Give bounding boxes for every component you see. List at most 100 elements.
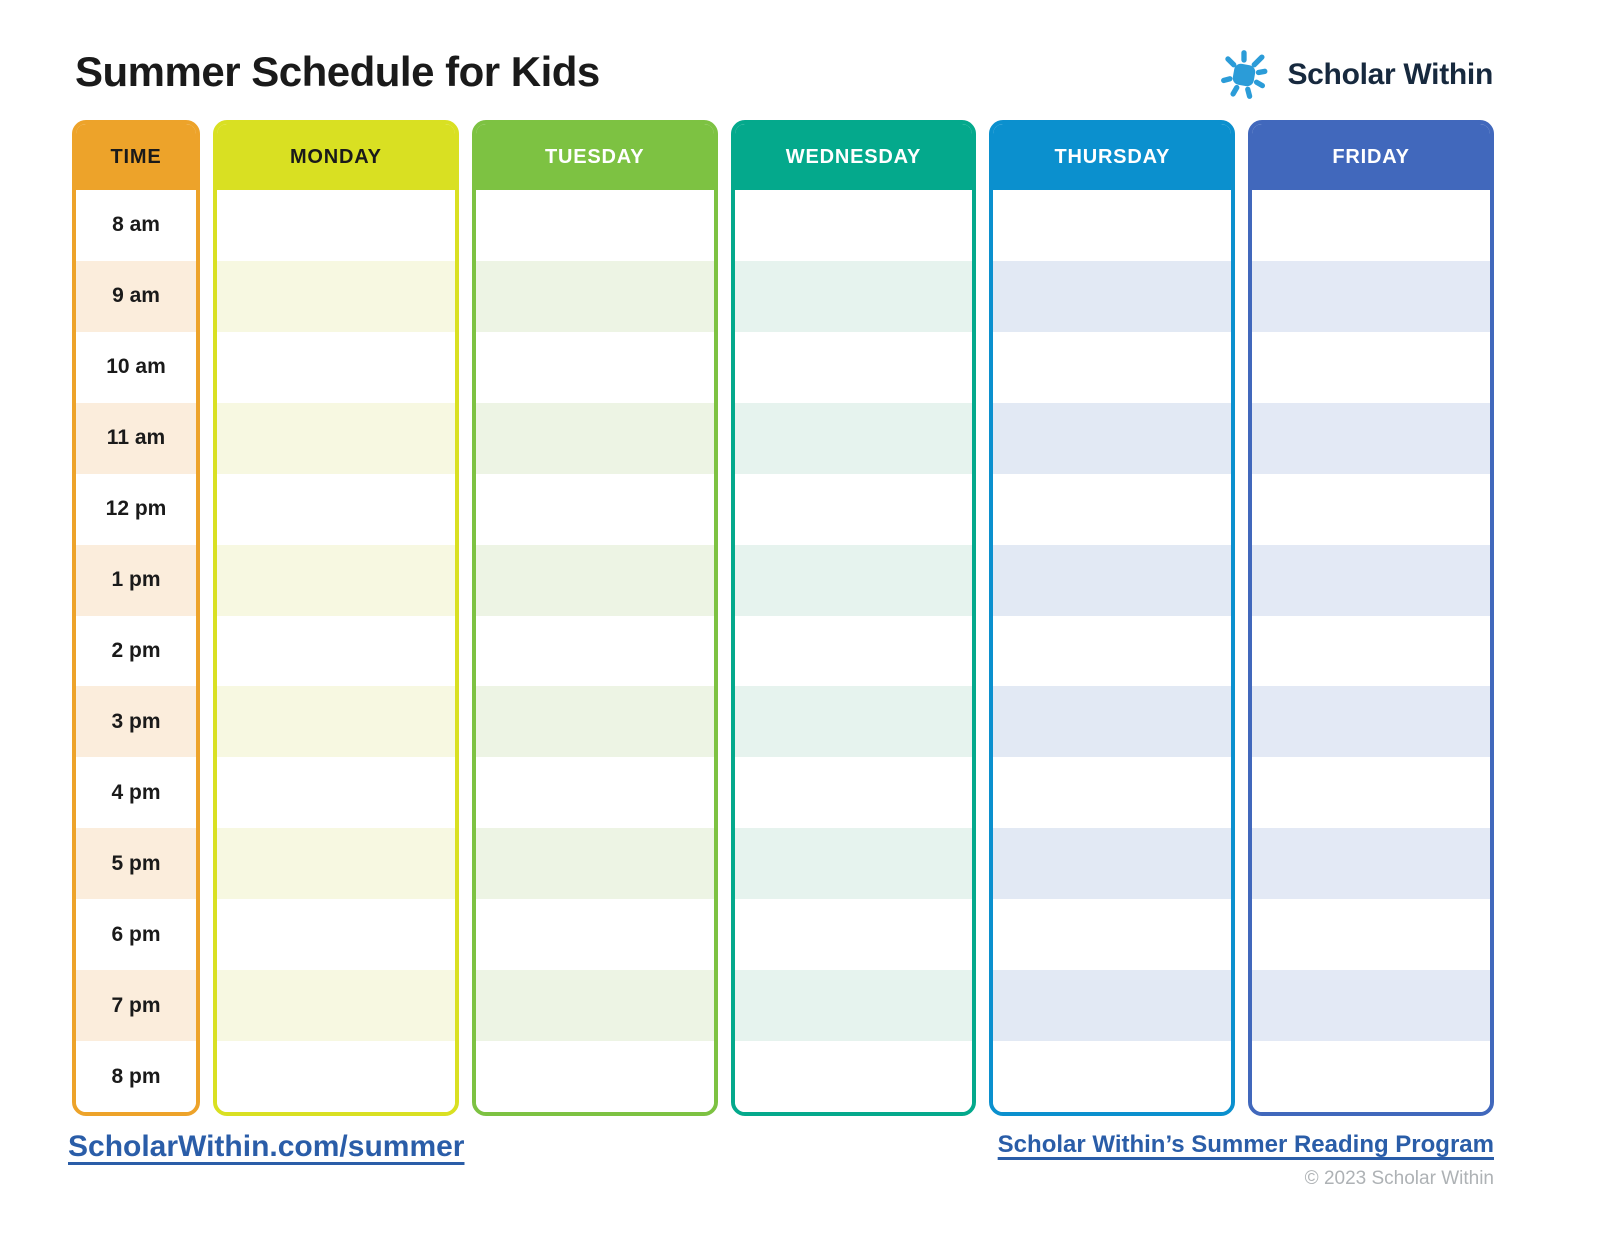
column-body-time: 8 am 9 am 10 am 11 am 12 pm 1 pm 2 pm 3 pm 4 pm 5… (76, 190, 196, 1112)
time-label-11-am: 11 am (76, 402, 196, 474)
schedule-cell-monday-5-pm (217, 828, 455, 900)
column-body-thursday (993, 190, 1232, 1112)
schedule-cell-thursday-9-am (993, 260, 1232, 332)
schedule-cell-wednesday-1-pm (734, 544, 973, 616)
schedule-cell-monday-4-pm (217, 757, 455, 829)
schedule-cell-monday-10-am (217, 331, 455, 403)
schedule-cell-wednesday-11-am (734, 402, 973, 474)
schedule-cell-monday-6-pm (217, 899, 455, 971)
schedule-cell-friday-9-am (1252, 260, 1490, 332)
schedule-cell-friday-6-pm (1252, 899, 1490, 971)
time-label-3-pm: 3 pm (76, 686, 196, 758)
schedule-cell-monday-7-pm (217, 970, 455, 1042)
schedule-cell-monday-12-pm (217, 473, 455, 545)
schedule-cell-friday-2-pm (1252, 615, 1490, 687)
time-label-8-am: 8 am (76, 190, 196, 261)
column-time: TIME 8 am 9 am 10 am 11 am 12 pm 1 pm 2 pm 3 pm 4… (72, 120, 200, 1116)
column-body-monday (217, 190, 455, 1112)
time-label-9-am: 9 am (76, 260, 196, 332)
schedule-cell-tuesday-5-pm (475, 828, 714, 900)
schedule-cell-tuesday-2-pm (475, 615, 714, 687)
schedule-cell-wednesday-6-pm (734, 899, 973, 971)
column-header-friday: FRIDAY (1252, 124, 1490, 190)
schedule-cell-wednesday-3-pm (734, 686, 973, 758)
schedule-cell-tuesday-8-pm (475, 1041, 714, 1112)
sun-icon (1215, 46, 1273, 104)
column-header-monday: MONDAY (217, 124, 455, 190)
schedule-cell-thursday-10-am (993, 331, 1232, 403)
time-label-1-pm: 1 pm (76, 544, 196, 616)
schedule-cell-tuesday-9-am (475, 260, 714, 332)
column-thursday: THURSDAY (989, 120, 1236, 1116)
schedule-cell-tuesday-7-pm (475, 970, 714, 1042)
schedule-cell-tuesday-4-pm (475, 757, 714, 829)
schedule-cell-wednesday-12-pm (734, 473, 973, 545)
scholar-within-logo: Scholar Within (1215, 44, 1493, 106)
schedule-cell-tuesday-8-am (475, 190, 714, 261)
column-friday: FRIDAY (1248, 120, 1494, 1116)
page-title: Summer Schedule for Kids (75, 48, 600, 95)
schedule-cell-monday-3-pm (217, 686, 455, 758)
schedule-cell-wednesday-9-am (734, 260, 973, 332)
schedule-cell-thursday-4-pm (993, 757, 1232, 829)
summer-reading-program-link[interactable]: Scholar Within’s Summer Reading Program (997, 1131, 1494, 1158)
schedule-cell-thursday-3-pm (993, 686, 1232, 758)
schedule-cell-friday-5-pm (1252, 828, 1490, 900)
schedule-cell-friday-10-am (1252, 331, 1490, 403)
logo-brand-text: Scholar Within (1287, 58, 1493, 91)
time-label-8-pm: 8 pm (76, 1041, 196, 1112)
schedule-cell-friday-3-pm (1252, 686, 1490, 758)
schedule-cell-thursday-6-pm (993, 899, 1232, 971)
schedule-cell-friday-8-pm (1252, 1041, 1490, 1112)
time-label-4-pm: 4 pm (76, 757, 196, 829)
schedule-cell-thursday-8-pm (993, 1041, 1232, 1112)
schedule-cell-friday-7-pm (1252, 970, 1490, 1042)
schedule-cell-wednesday-7-pm (734, 970, 973, 1042)
schedule-cell-thursday-8-am (993, 190, 1232, 261)
schedule-cell-wednesday-4-pm (734, 757, 973, 829)
schedule-cell-friday-4-pm (1252, 757, 1490, 829)
schedule-cell-tuesday-1-pm (475, 544, 714, 616)
schedule-cell-wednesday-8-am (734, 190, 973, 261)
time-label-2-pm: 2 pm (76, 615, 196, 687)
schedule-cell-thursday-12-pm (993, 473, 1232, 545)
schedule-cell-wednesday-5-pm (734, 828, 973, 900)
column-monday: MONDAY (213, 120, 459, 1116)
schedule-cell-friday-8-am (1252, 190, 1490, 261)
time-label-7-pm: 7 pm (76, 970, 196, 1042)
time-label-5-pm: 5 pm (76, 828, 196, 900)
footer-right: Scholar Within’s Summer Reading Program … (998, 1131, 1494, 1190)
schedule-cell-thursday-2-pm (993, 615, 1232, 687)
schedule-cell-thursday-7-pm (993, 970, 1232, 1042)
schedule-cell-thursday-1-pm (993, 544, 1232, 616)
column-body-wednesday (734, 190, 973, 1112)
schedule-cell-friday-1-pm (1252, 544, 1490, 616)
column-header-wednesday: WEDNESDAY (734, 124, 973, 190)
schedule-cell-wednesday-10-am (734, 331, 973, 403)
schedule-cell-monday-8-pm (217, 1041, 455, 1112)
schedule-cell-monday-9-am (217, 260, 455, 332)
schedule-cell-monday-11-am (217, 402, 455, 474)
schedule-cell-tuesday-6-pm (475, 899, 714, 971)
schedule-cell-tuesday-3-pm (475, 686, 714, 758)
column-wednesday: WEDNESDAY (730, 120, 977, 1116)
schedule-cell-monday-8-am (217, 190, 455, 261)
summer-url-link[interactable]: ScholarWithin.com/summer (68, 1130, 465, 1163)
column-body-tuesday (475, 190, 714, 1112)
time-label-6-pm: 6 pm (76, 899, 196, 971)
schedule-grid: TIME 8 am 9 am 10 am 11 am 12 pm 1 pm 2 pm 3 pm 4… (72, 120, 1494, 1116)
column-header-thursday: THURSDAY (993, 124, 1232, 190)
column-body-friday (1252, 190, 1490, 1112)
time-label-10-am: 10 am (76, 331, 196, 403)
copyright-text: © 2023 Scholar Within (1304, 1168, 1494, 1189)
schedule-cell-wednesday-2-pm (734, 615, 973, 687)
schedule-cell-friday-12-pm (1252, 473, 1490, 545)
schedule-cell-tuesday-11-am (475, 402, 714, 474)
schedule-cell-wednesday-8-pm (734, 1041, 973, 1112)
column-header-time: TIME (76, 124, 196, 190)
column-tuesday: TUESDAY (471, 120, 718, 1116)
column-header-tuesday: TUESDAY (475, 124, 714, 190)
schedule-cell-thursday-5-pm (993, 828, 1232, 900)
schedule-cell-monday-1-pm (217, 544, 455, 616)
